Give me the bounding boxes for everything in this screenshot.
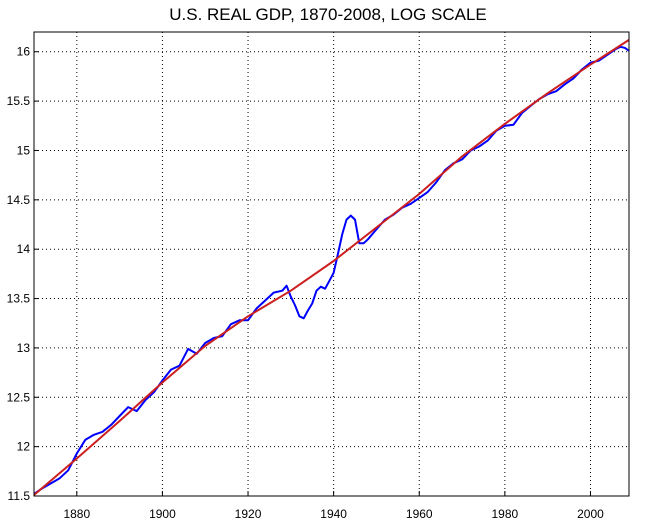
y-tick-label: 14.5 <box>7 193 31 207</box>
y-tick-label: 16 <box>17 45 31 59</box>
y-tick-label: 13 <box>17 341 31 355</box>
y-tick-label: 13.5 <box>7 292 31 306</box>
x-tick-label: 1980 <box>492 507 519 521</box>
gdp-series-line <box>33 45 630 495</box>
x-tick-label: 2000 <box>577 507 604 521</box>
y-axis-labels: 11.5 12 12.5 13 13.5 14 14.5 15 15.5 16 <box>7 45 31 503</box>
x-tick-label: 1940 <box>320 507 347 521</box>
series-lines <box>33 39 630 496</box>
y-tick-label: 15 <box>17 143 31 157</box>
y-tick-label: 15.5 <box>7 94 31 108</box>
x-axis-labels: 1880 1900 1920 1940 1960 1980 2000 <box>63 507 604 521</box>
y-tick-label: 14 <box>17 242 31 256</box>
y-tick-label: 12 <box>17 440 31 454</box>
plot-frame <box>33 31 630 497</box>
x-tick-label: 1900 <box>149 507 176 521</box>
x-tick-label: 1880 <box>63 507 90 521</box>
grid <box>34 32 629 497</box>
chart-title: U.S. REAL GDP, 1870-2008, LOG SCALE <box>169 5 487 24</box>
x-tick-label: 1920 <box>235 507 262 521</box>
trend-series-line <box>33 39 630 496</box>
y-tick-label: 11.5 <box>8 489 31 503</box>
y-tick-label: 12.5 <box>7 390 31 404</box>
x-tick-label: 1960 <box>406 507 433 521</box>
